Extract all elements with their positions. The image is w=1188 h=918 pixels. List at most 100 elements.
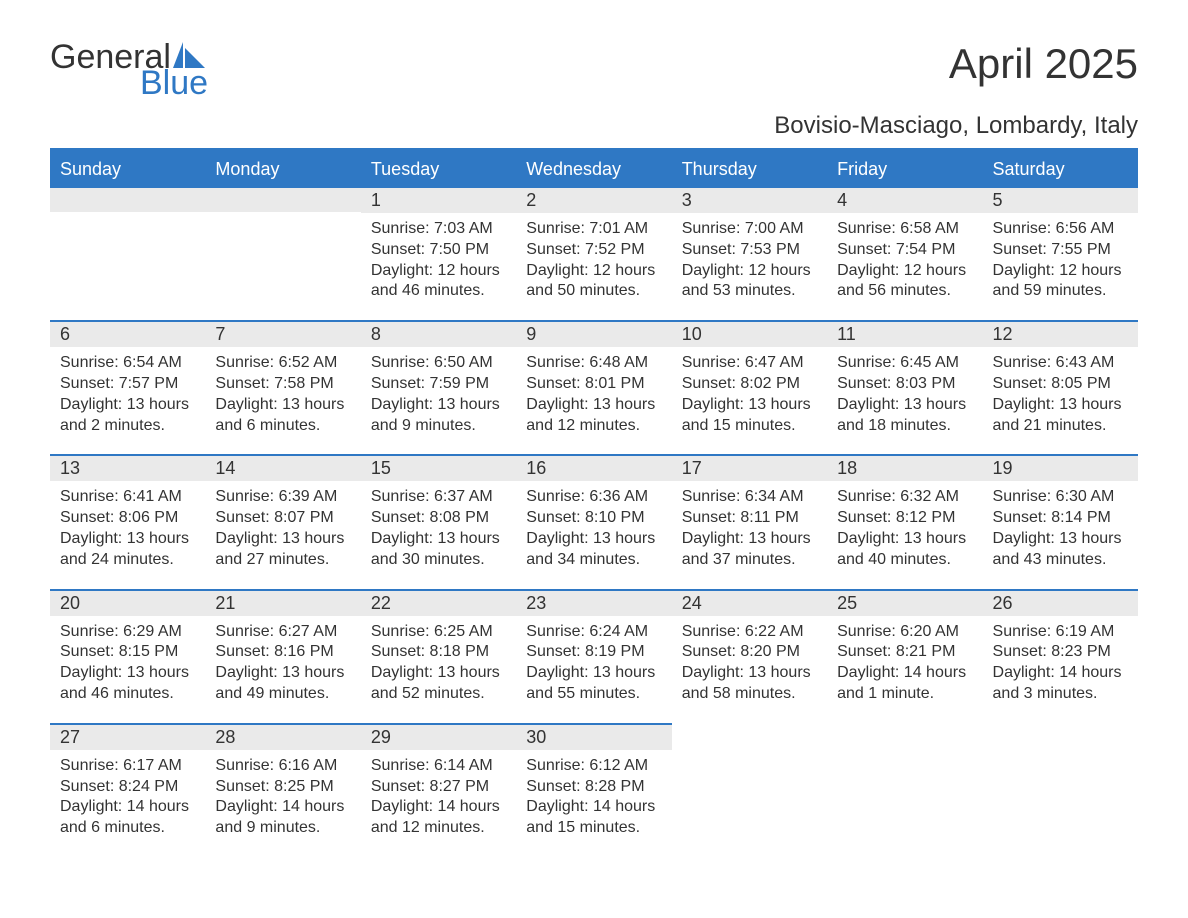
- daylight2-text: and 56 minutes.: [837, 281, 972, 302]
- day-number: 7: [205, 322, 360, 347]
- day-number: 24: [672, 591, 827, 616]
- calendar-week-row: 27Sunrise: 6:17 AMSunset: 8:24 PMDayligh…: [50, 724, 1138, 857]
- day-number: 14: [205, 456, 360, 481]
- sunrise-text: Sunrise: 6:24 AM: [526, 622, 661, 643]
- daylight1-text: Daylight: 13 hours: [837, 395, 972, 416]
- day-number: 12: [983, 322, 1138, 347]
- location-subtitle: Bovisio-Masciago, Lombardy, Italy: [50, 112, 1138, 151]
- calendar-day-cell: 18Sunrise: 6:32 AMSunset: 8:12 PMDayligh…: [827, 455, 982, 589]
- day-number: 5: [983, 188, 1138, 213]
- sunset-text: Sunset: 8:23 PM: [993, 642, 1128, 663]
- daylight1-text: Daylight: 12 hours: [526, 261, 661, 282]
- day-number: 8: [361, 322, 516, 347]
- daylight1-text: Daylight: 14 hours: [371, 797, 506, 818]
- daylight1-text: Daylight: 14 hours: [60, 797, 195, 818]
- day-number: 2: [516, 188, 671, 213]
- calendar-day-cell: 14Sunrise: 6:39 AMSunset: 8:07 PMDayligh…: [205, 455, 360, 589]
- daylight2-text: and 1 minute.: [837, 684, 972, 705]
- calendar-day-cell: 26 Sunrise: 6:19 AMSunset: 8:23 PMDayligh…: [983, 590, 1138, 724]
- sunrise-text: Sunrise: 6:48 AM: [526, 353, 661, 374]
- weekday-header: Sunday: [50, 151, 205, 188]
- calendar-day-cell: 30Sunrise: 6:12 AMSunset: 8:28 PMDayligh…: [516, 724, 671, 857]
- calendar-day-cell: 19Sunrise: 6:30 AMSunset: 8:14 PMDayligh…: [983, 455, 1138, 589]
- daylight1-text: Daylight: 13 hours: [60, 663, 195, 684]
- day-number: [50, 188, 205, 212]
- daylight2-text: and 3 minutes.: [993, 684, 1128, 705]
- calendar-day-cell: [205, 188, 360, 321]
- calendar-day-cell: 24Sunrise: 6:22 AMSunset: 8:20 PMDayligh…: [672, 590, 827, 724]
- daylight2-text: and 15 minutes.: [526, 818, 661, 839]
- day-number: 29: [361, 725, 516, 750]
- daylight1-text: Daylight: 14 hours: [526, 797, 661, 818]
- calendar-day-cell: [983, 724, 1138, 857]
- sunset-text: Sunset: 8:14 PM: [993, 508, 1128, 529]
- sunset-text: Sunset: 8:10 PM: [526, 508, 661, 529]
- day-number: 26: [983, 591, 1138, 616]
- sunset-text: Sunset: 7:59 PM: [371, 374, 506, 395]
- day-number: 15: [361, 456, 516, 481]
- sunrise-text: Sunrise: 6:54 AM: [60, 353, 195, 374]
- sunrise-text: Sunrise: 6:25 AM: [371, 622, 506, 643]
- day-number: 13: [50, 456, 205, 481]
- day-number: 21: [205, 591, 360, 616]
- sunset-text: Sunset: 7:50 PM: [371, 240, 506, 261]
- calendar-day-cell: [50, 188, 205, 321]
- calendar-day-cell: 22Sunrise: 6:25 AMSunset: 8:18 PMDayligh…: [361, 590, 516, 724]
- sunset-text: Sunset: 8:07 PM: [215, 508, 350, 529]
- weekday-header: Thursday: [672, 151, 827, 188]
- calendar-day-cell: 9Sunrise: 6:48 AMSunset: 8:01 PMDaylight…: [516, 321, 671, 455]
- sunrise-text: Sunrise: 6:19 AM: [993, 622, 1128, 643]
- daylight2-text: and 34 minutes.: [526, 550, 661, 571]
- sunrise-text: Sunrise: 6:17 AM: [60, 756, 195, 777]
- sunrise-text: Sunrise: 6:45 AM: [837, 353, 972, 374]
- daylight2-text: and 18 minutes.: [837, 416, 972, 437]
- day-number: 17: [672, 456, 827, 481]
- daylight1-text: Daylight: 13 hours: [526, 663, 661, 684]
- day-number: [672, 724, 827, 748]
- day-number: 1: [361, 188, 516, 213]
- daylight2-text: and 24 minutes.: [60, 550, 195, 571]
- weekday-header: Monday: [205, 151, 360, 188]
- daylight1-text: Daylight: 13 hours: [60, 529, 195, 550]
- weekday-header: Wednesday: [516, 151, 671, 188]
- daylight2-text: and 46 minutes.: [60, 684, 195, 705]
- sunset-text: Sunset: 7:55 PM: [993, 240, 1128, 261]
- logo-text-blue: Blue: [140, 66, 208, 100]
- daylight2-text: and 50 minutes.: [526, 281, 661, 302]
- daylight1-text: Daylight: 13 hours: [215, 663, 350, 684]
- daylight1-text: Daylight: 13 hours: [371, 395, 506, 416]
- sunset-text: Sunset: 8:03 PM: [837, 374, 972, 395]
- day-number: 25: [827, 591, 982, 616]
- calendar-day-cell: 8 Sunrise: 6:50 AMSunset: 7:59 PMDaylight…: [361, 321, 516, 455]
- sunset-text: Sunset: 8:18 PM: [371, 642, 506, 663]
- day-number: 19: [983, 456, 1138, 481]
- sunset-text: Sunset: 8:12 PM: [837, 508, 972, 529]
- day-number: 28: [205, 725, 360, 750]
- sunset-text: Sunset: 8:05 PM: [993, 374, 1128, 395]
- sunrise-text: Sunrise: 6:50 AM: [371, 353, 506, 374]
- sunset-text: Sunset: 7:54 PM: [837, 240, 972, 261]
- sunrise-text: Sunrise: 6:20 AM: [837, 622, 972, 643]
- calendar-day-cell: 11Sunrise: 6:45 AMSunset: 8:03 PMDayligh…: [827, 321, 982, 455]
- daylight2-text: and 59 minutes.: [993, 281, 1128, 302]
- calendar-day-cell: 5 Sunrise: 6:56 AMSunset: 7:55 PMDaylight…: [983, 188, 1138, 321]
- daylight2-text: and 52 minutes.: [371, 684, 506, 705]
- daylight1-text: Daylight: 12 hours: [993, 261, 1128, 282]
- sunrise-text: Sunrise: 6:22 AM: [682, 622, 817, 643]
- calendar-day-cell: 27Sunrise: 6:17 AMSunset: 8:24 PMDayligh…: [50, 724, 205, 857]
- daylight2-text: and 43 minutes.: [993, 550, 1128, 571]
- daylight2-text: and 58 minutes.: [682, 684, 817, 705]
- day-number: 16: [516, 456, 671, 481]
- weekday-header: Tuesday: [361, 151, 516, 188]
- sunrise-text: Sunrise: 6:36 AM: [526, 487, 661, 508]
- daylight1-text: Daylight: 12 hours: [682, 261, 817, 282]
- calendar-day-cell: 25Sunrise: 6:20 AMSunset: 8:21 PMDayligh…: [827, 590, 982, 724]
- calendar-day-cell: 17Sunrise: 6:34 AMSunset: 8:11 PMDayligh…: [672, 455, 827, 589]
- daylight1-text: Daylight: 14 hours: [993, 663, 1128, 684]
- sunrise-text: Sunrise: 6:56 AM: [993, 219, 1128, 240]
- daylight1-text: Daylight: 14 hours: [215, 797, 350, 818]
- daylight2-text: and 12 minutes.: [526, 416, 661, 437]
- sunrise-text: Sunrise: 6:32 AM: [837, 487, 972, 508]
- weekday-header: Saturday: [983, 151, 1138, 188]
- daylight2-text: and 37 minutes.: [682, 550, 817, 571]
